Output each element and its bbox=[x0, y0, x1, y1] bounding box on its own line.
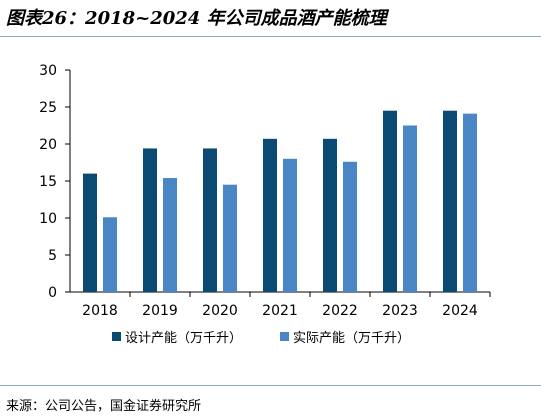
legend-label-actual: 实际产能（万千升） bbox=[293, 331, 410, 346]
y-tick-label: 0 bbox=[48, 285, 57, 301]
source-divider bbox=[0, 385, 541, 386]
title-divider bbox=[0, 36, 541, 37]
x-tick-label: 2018 bbox=[82, 303, 118, 319]
x-tick-label: 2020 bbox=[202, 303, 238, 319]
x-tick-label: 2024 bbox=[442, 303, 478, 319]
x-tick-label: 2021 bbox=[262, 303, 298, 319]
bar-actual-2023 bbox=[403, 125, 417, 292]
legend-swatch-actual bbox=[280, 332, 289, 341]
bar-design-2022 bbox=[323, 138, 337, 292]
x-tick-label: 2019 bbox=[142, 303, 178, 319]
bar-actual-2018 bbox=[103, 217, 117, 292]
source-note: 来源：公司公告，国金证券研究所 bbox=[6, 399, 202, 414]
y-tick-label: 10 bbox=[39, 211, 57, 227]
legend-swatch-design bbox=[112, 332, 121, 341]
y-tick-label: 30 bbox=[39, 63, 57, 79]
bar-actual-2021 bbox=[283, 158, 297, 292]
legend-label-design: 设计产能（万千升） bbox=[125, 331, 242, 346]
x-tick-label: 2022 bbox=[322, 303, 358, 319]
x-tick-label: 2023 bbox=[382, 303, 418, 319]
y-tick-label: 20 bbox=[39, 137, 57, 153]
bar-actual-2022 bbox=[343, 161, 357, 292]
bar-design-2024 bbox=[443, 110, 457, 292]
y-tick-label: 15 bbox=[39, 174, 57, 190]
bar-actual-2020 bbox=[223, 184, 237, 292]
chart-title: 图表26：2018~2024 年公司成品酒产能梳理 bbox=[6, 8, 387, 29]
bar-design-2018 bbox=[83, 173, 97, 292]
bar-design-2020 bbox=[203, 148, 217, 292]
y-tick-label: 25 bbox=[39, 100, 57, 116]
bar-actual-2024 bbox=[463, 113, 477, 292]
bar-design-2021 bbox=[263, 138, 277, 292]
bar-actual-2019 bbox=[163, 178, 177, 292]
y-tick-label: 5 bbox=[48, 248, 57, 264]
bar-design-2019 bbox=[143, 148, 157, 292]
bar-design-2023 bbox=[383, 110, 397, 292]
bar-chart: 0 5 10 15 20 25 30 2018 2019 2020 2021 2022 2023 2024… bbox=[39, 63, 491, 346]
